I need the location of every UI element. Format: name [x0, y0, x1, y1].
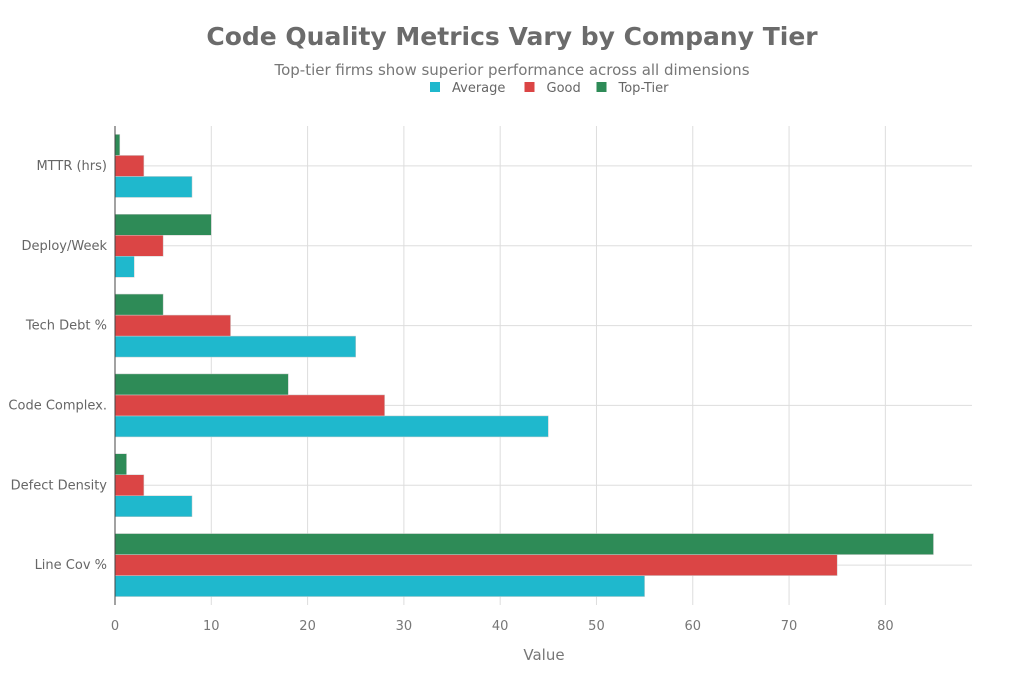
bar-top-tier: [114, 293, 164, 316]
bar-good: [114, 394, 385, 417]
bar-top-tier: [114, 214, 212, 236]
x-tick-label: 0: [111, 619, 119, 634]
bar-average: [114, 575, 645, 597]
x-tick-label: 10: [203, 619, 220, 634]
x-tick-label: 20: [299, 619, 316, 634]
y-tick-label: Line Cov %: [35, 558, 107, 573]
x-axis-label: Value: [523, 646, 564, 664]
bar-good: [114, 155, 145, 177]
axes: 0 10 20 30 40 50 60 70 80 Line Cov % Defect Densit…: [8, 126, 894, 634]
gridlines: [114, 126, 972, 605]
x-tick-label: 30: [396, 619, 413, 634]
bar-top-tier: [114, 373, 289, 396]
bar-average: [114, 256, 135, 278]
x-tick-label: 80: [877, 619, 894, 634]
legend-swatch-top-tier: [596, 82, 607, 92]
bar-top-tier: [114, 533, 934, 555]
bar-good: [114, 554, 838, 576]
y-tick-label: MTTR (hrs): [36, 159, 107, 174]
legend-swatch-average: [430, 82, 440, 92]
bar-average: [114, 176, 193, 198]
chart-subtitle: Top-tier firms show superior performance…: [273, 61, 749, 79]
legend-label-top-tier: Top-Tier: [618, 81, 670, 96]
x-tick-label: 50: [588, 619, 605, 634]
bar-top-tier: [114, 134, 121, 156]
bar-good: [114, 474, 145, 496]
y-tick-label: Code Complex.: [8, 398, 107, 413]
y-tick-label: Deploy/Week: [21, 239, 107, 254]
x-tick-label: 70: [781, 619, 798, 634]
legend: Average Good Top-Tier: [430, 81, 669, 96]
bar-good: [114, 314, 231, 337]
y-tick-label: Defect Density: [11, 478, 108, 493]
bar-top-tier: [114, 453, 127, 475]
bars: [114, 134, 934, 597]
legend-swatch-good: [524, 82, 535, 92]
bar-average: [114, 335, 356, 358]
bar-average: [114, 495, 193, 517]
bar-good: [114, 235, 164, 257]
y-tick-label: Tech Debt %: [25, 319, 107, 334]
chart-title: Code Quality Metrics Vary by Company Tie…: [206, 22, 818, 51]
bar-average: [114, 415, 549, 438]
legend-label-average: Average: [452, 81, 505, 96]
x-tick-label: 60: [684, 619, 701, 634]
x-tick-label: 40: [492, 619, 509, 634]
legend-label-good: Good: [547, 81, 581, 96]
